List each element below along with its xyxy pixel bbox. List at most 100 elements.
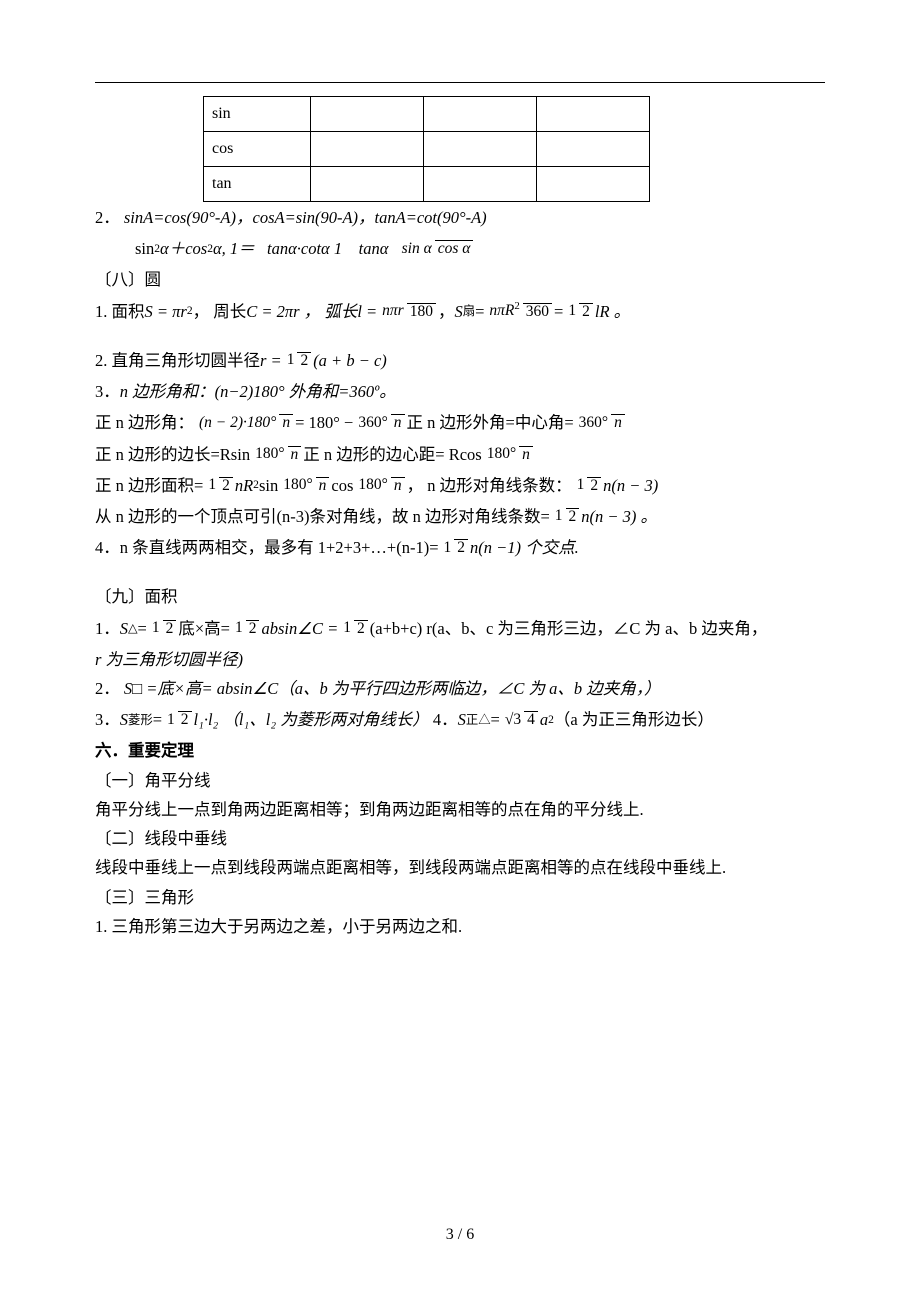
text: 1． S△ = — [95, 615, 147, 642]
table-row: sin — [204, 97, 650, 132]
text: = 180° − — [295, 409, 353, 436]
text: n(n − 3) 。 — [581, 503, 657, 530]
cell — [311, 132, 424, 167]
page-current: 3 — [446, 1226, 454, 1243]
text: n(n − 3) — [603, 472, 658, 499]
section-8-heading: 〔八〕圆 — [95, 266, 825, 293]
sec8-item3-line1: 3．n 边形角和：(n−2)180° 外角和=360º。 — [95, 378, 825, 405]
sec8-item1: 1. 面积 S = πr2 ， 周长 C = 2πr ， 弧长 l = nπr … — [95, 298, 630, 325]
text: l₁·l₂ （l₁、l₂ 为菱形两对角线长） — [194, 706, 429, 733]
cell — [537, 97, 650, 132]
text: (a + b − c) — [313, 347, 387, 374]
text: 底×高= — [178, 615, 230, 642]
frac-half: 1 2 — [162, 711, 194, 728]
cell — [424, 132, 537, 167]
text: ， — [438, 298, 455, 325]
frac-half: 1 2 — [572, 477, 604, 494]
row-label-tan: tan — [204, 167, 311, 202]
text: 正 n 边形的边长=Rsin — [95, 441, 250, 468]
text: 4．n 条直线两两相交，最多有 1+2+3+…+(n-1)= — [95, 534, 439, 561]
item-2-label: 2． — [95, 208, 120, 227]
frac-half: 1 2 — [203, 477, 235, 494]
text: cos — [331, 472, 353, 499]
item-2-line2: sin2 α＋cos2 α, 1＝ tanα·cotα 1 tanα sin α… — [95, 235, 475, 262]
frac-half: 1 2 — [282, 352, 314, 369]
sec9-item3: 3． S 菱形 = 1 2 l₁·l₂ （l₁、l₂ 为菱形两对角线长） — [95, 706, 429, 733]
text: 4． S 正△ = — [433, 706, 500, 733]
sec8-item3-line5: 从 n 边形的一个顶点可引(n-3)条对角线，故 n 边形对角线条数= 1 2 … — [95, 503, 657, 530]
cell — [424, 97, 537, 132]
text: n(n −1) 个交点. — [470, 534, 579, 561]
frac: (n − 2)·180° n — [194, 414, 295, 431]
sec6-sub2-text: 线段中垂线上一点到线段两端点距离相等，到线段两端点距离相等的点在线段中垂线上. — [95, 854, 825, 881]
text: r = — [260, 347, 282, 374]
cell — [311, 97, 424, 132]
item-2-text1: sinA=cos(90°-A)，cosA=sin(90-A)，tanA=cot(… — [124, 208, 487, 227]
text: ， n 边形对角线条数： — [407, 472, 572, 499]
sec6-sub3-text: 1. 三角形第三边大于另两边之差，小于另两边之和. — [95, 913, 825, 940]
text: nR2 sin — [235, 472, 278, 499]
cell — [537, 167, 650, 202]
frac-half: 1 2 — [147, 620, 179, 637]
section-9-heading: 〔九〕面积 — [95, 583, 825, 610]
text: a2 （a 为正三角形边长） — [540, 706, 714, 733]
section-6-heading: 六．重要定理 — [95, 738, 825, 765]
frac-sqrt3-4: √3 4 — [500, 711, 540, 728]
text: 1. 面积 S = πr2 ， 周长 C = 2πr ， 弧长 l = — [95, 298, 377, 325]
sec9-item1-note: r 为三角形切圆半径) — [95, 646, 825, 673]
cell — [537, 132, 650, 167]
sec6-sub1-text: 角平分线上一点到角两边距离相等；到角两边距离相等的点在角的平分线上. — [95, 796, 825, 823]
top-rule — [95, 82, 825, 83]
frac: nπr 180 — [377, 303, 438, 320]
sec8-item3-line2: 正 n 边形角： (n − 2)·180° n = 180° − 360° n … — [95, 409, 627, 436]
page-total: 6 — [466, 1226, 474, 1243]
frac: 180° n — [278, 477, 331, 494]
table-row: tan — [204, 167, 650, 202]
text: 正 n 边形角： — [95, 409, 194, 436]
text: lR 。 — [595, 298, 630, 325]
row-label-sin: sin — [204, 97, 311, 132]
trig-table: sin cos tan — [203, 96, 650, 202]
cell — [424, 167, 537, 202]
table-row: cos — [204, 132, 650, 167]
page: sin cos tan 2． sinA=cos(90°-A)，cosA=sin(… — [0, 0, 920, 1300]
cell — [311, 167, 424, 202]
text: S扇 = — [454, 298, 484, 325]
frac-half: 1 2 — [230, 620, 262, 637]
sec8-item4: 4．n 条直线两两相交，最多有 1+2+3+…+(n-1)= 1 2 n(n −… — [95, 534, 579, 561]
frac: 360° n — [353, 414, 406, 431]
text: 正 n 边形面积= — [95, 472, 203, 499]
frac-sin-over-cos: sin α cos α — [397, 240, 476, 257]
text: (a+b+c) r(a、b、c 为三角形三边，∠C 为 a、b 边夹角， — [370, 615, 768, 642]
row-label-cos: cos — [204, 132, 311, 167]
text: 正 n 边形外角=中心角= — [407, 409, 574, 436]
text: absin∠C = — [261, 615, 338, 642]
text: 从 n 边形的一个顶点可引(n-3)条对角线，故 n 边形对角线条数= — [95, 503, 550, 530]
frac-half: 1 2 — [439, 539, 471, 556]
sec9-item2: 2． S□ =底×高= absin∠C（a、b 为平行四边形两临边，∠C 为 a… — [95, 675, 825, 702]
sec9-item1: 1． S△ = 1 2 底×高= 1 2 absin∠C = 1 2 (a+b+… — [95, 615, 767, 642]
text: 3． S 菱形 = — [95, 706, 162, 733]
frac: 360° n — [574, 414, 627, 431]
frac: 180° n — [482, 446, 535, 463]
text: sin2 α＋cos2 α, 1＝ tanα·cotα 1 tanα — [135, 235, 397, 262]
frac-half: 1 2 — [563, 303, 595, 320]
sec6-sub2-heading: 〔二〕线段中垂线 — [95, 825, 825, 852]
sec8-item3-line4: 正 n 边形面积= 1 2 nR2 sin 180° n cos 180° n … — [95, 472, 658, 499]
frac-half: 1 2 — [550, 508, 582, 525]
page-footer: 3 / 6 — [0, 1222, 920, 1248]
frac: 180° n — [250, 446, 303, 463]
page-sep: / — [454, 1226, 466, 1243]
text: = — [554, 298, 563, 325]
sec9-item4: 4． S 正△ = √3 4 a2 （a 为正三角形边长） — [433, 706, 714, 733]
frac: nπR2 360 — [484, 303, 554, 320]
sec6-sub1-heading: 〔一〕角平分线 — [95, 767, 825, 794]
item-2-line1: 2． sinA=cos(90°-A)，cosA=sin(90-A)，tanA=c… — [95, 204, 825, 231]
frac-half: 1 2 — [338, 620, 370, 637]
text: 2. 直角三角形切圆半径 — [95, 347, 260, 374]
sec6-sub3-heading: 〔三〕三角形 — [95, 884, 825, 911]
sec8-item3-line3: 正 n 边形的边长=Rsin 180° n 正 n 边形的边心距= Rcos 1… — [95, 441, 535, 468]
text: 正 n 边形的边心距= Rcos — [303, 441, 481, 468]
sec8-item2: 2. 直角三角形切圆半径 r = 1 2 (a + b − c) — [95, 347, 387, 374]
frac: 180° n — [353, 477, 406, 494]
